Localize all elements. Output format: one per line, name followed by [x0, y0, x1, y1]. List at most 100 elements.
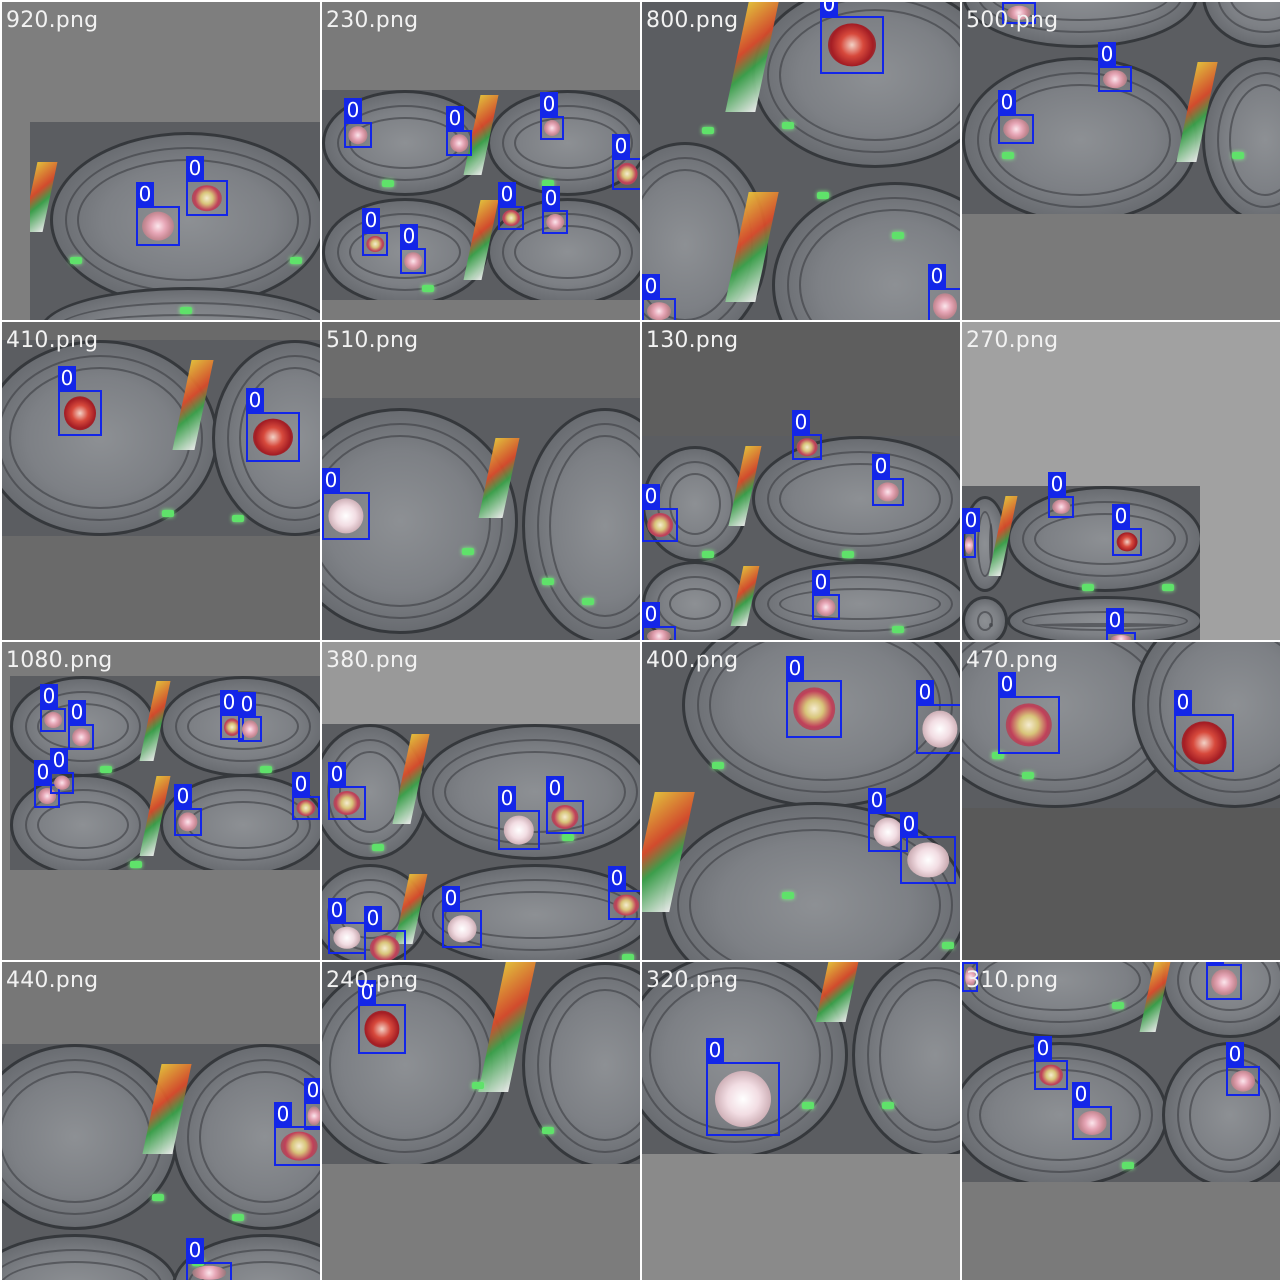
bowl-ring: [2, 355, 203, 521]
bowl-ring: [967, 1057, 1153, 1173]
detection-box: 0: [642, 602, 676, 640]
spinning-top: [348, 126, 368, 144]
tile-filename: 230.png: [326, 8, 419, 33]
spinning-top: [1211, 969, 1237, 995]
spinning-top: [1181, 721, 1227, 765]
class-label: 0: [328, 898, 346, 922]
spinning-top: [965, 536, 973, 554]
bowl-ring: [1022, 501, 1188, 577]
spinning-top: [796, 438, 818, 456]
detection-box: 0: [706, 1038, 780, 1136]
class-label: 0: [916, 680, 934, 704]
arena-photo: [642, 2, 960, 320]
bowl-ring: [432, 879, 638, 951]
spinning-top: [647, 513, 673, 537]
spinning-top: [253, 418, 293, 456]
spinning-top: [793, 687, 835, 731]
bowl-ring: [322, 423, 503, 619]
tile-filename: 470.png: [966, 648, 1059, 673]
tile-filename: 800.png: [646, 8, 739, 33]
detection-box: 0: [442, 886, 482, 948]
bowl-ring: [322, 435, 491, 607]
detection-box: 0: [292, 772, 320, 820]
class-label: 0: [540, 92, 558, 116]
spinning-top: [369, 935, 401, 960]
class-label: 0: [238, 692, 256, 716]
green-led: [100, 766, 112, 773]
bowl-ring: [689, 829, 941, 960]
bowl-ring: [779, 463, 941, 535]
spinning-top: [333, 926, 361, 950]
detection-box: 0: [446, 106, 472, 156]
class-label: 0: [1106, 608, 1124, 632]
stadium-bowl: [752, 561, 960, 640]
bowl-ring: [642, 967, 833, 1143]
spinning-top: [1231, 1070, 1255, 1092]
arena-photo: [30, 122, 320, 320]
class-label: 0: [546, 776, 564, 800]
bowl-ring: [767, 2, 960, 153]
class-label: 0: [612, 134, 630, 158]
class-label: 0: [542, 186, 560, 210]
green-led: [882, 1102, 894, 1109]
green-led: [542, 578, 554, 585]
class-label: 0: [34, 760, 52, 784]
detection-box: 0: [344, 98, 372, 148]
arena-photo: [962, 486, 1200, 640]
detection-box: 0: [868, 788, 908, 852]
class-label: 0: [498, 786, 516, 810]
stadium-bowl: [1007, 596, 1200, 640]
green-led: [130, 861, 142, 868]
spinning-top: [242, 720, 258, 738]
mosaic-tile: 400.png 0 0 0 0: [642, 642, 960, 960]
mosaic-tile: 230.png 0 0 0 0 0 0 0 0: [322, 2, 640, 320]
spinning-top: [1039, 1064, 1063, 1086]
detection-box: 0: [928, 264, 960, 320]
tile-filename: 920.png: [6, 8, 99, 33]
tile-filename: 240.png: [326, 968, 419, 993]
bowl-ring: [199, 1071, 320, 1203]
spinning-top: [503, 815, 535, 845]
spinning-top: [296, 800, 316, 816]
arena-photo: [642, 436, 960, 640]
green-led: [702, 127, 714, 134]
spinning-top: [404, 252, 422, 270]
detection-box: 0: [186, 156, 228, 216]
detection-box: 0: [1098, 42, 1132, 92]
detection-box: 0: [174, 784, 202, 836]
stadium-bowl: [1202, 2, 1280, 48]
class-label: 0: [998, 90, 1016, 114]
class-label: 0: [642, 602, 660, 626]
bowl-ring: [669, 473, 721, 535]
detection-box: 0: [1048, 472, 1074, 518]
green-led: [842, 551, 854, 558]
class-label: 0: [812, 570, 830, 594]
mosaic-tile: 320.png 0: [642, 962, 960, 1280]
class-label: 0: [220, 690, 238, 714]
spinning-top: [907, 842, 949, 878]
detection-box: 0: [1072, 1082, 1112, 1140]
detection-box: 0: [642, 484, 678, 542]
green-led: [382, 180, 394, 187]
class-label: 0: [642, 274, 660, 298]
green-led: [992, 752, 1004, 759]
mosaic-tile: 130.png 0 0 0 0 0: [642, 322, 960, 640]
detection-box: 0: [1034, 1036, 1068, 1090]
detection-box: 0: [812, 570, 840, 620]
green-led: [232, 1214, 244, 1221]
stadium-bowl: [1007, 486, 1200, 592]
bowl-ring: [514, 117, 621, 169]
detection-box: 0: [322, 468, 370, 540]
class-label: 0: [868, 788, 886, 812]
tile-filename: 270.png: [966, 328, 1059, 353]
detection-box: 0: [546, 776, 584, 834]
spinning-top: [1005, 703, 1053, 747]
class-label: 0: [274, 1102, 292, 1126]
tile-filename: 1080.png: [6, 648, 113, 673]
detection-box: 0: [364, 906, 406, 960]
spinning-top: [333, 791, 361, 815]
detection-box: 0: [962, 962, 978, 992]
mosaic-tile: 1080.png 0 0 0 0 0 0 0 0: [2, 642, 320, 960]
